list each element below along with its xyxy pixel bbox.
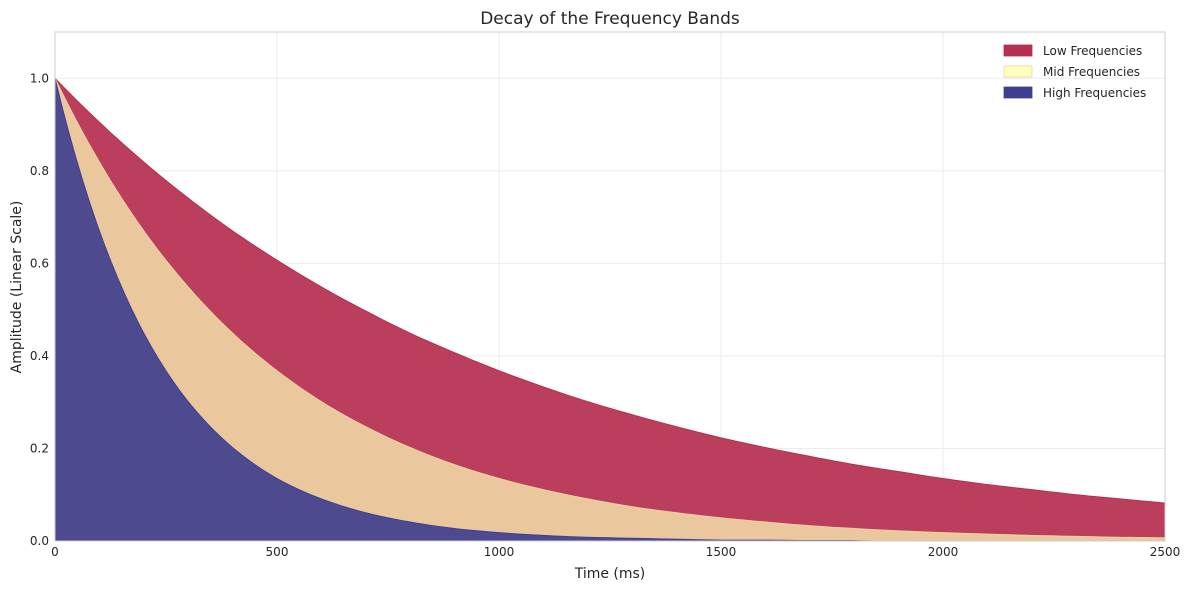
legend: Low Frequencies Mid Frequencies High Frequ… — [1003, 44, 1146, 100]
legend-label: Mid Frequencies — [1043, 65, 1140, 79]
x-tick-label: 0 — [51, 545, 59, 559]
legend-swatch — [1003, 44, 1033, 57]
y-axis-title: Amplitude (Linear Scale) — [9, 201, 25, 374]
legend-label: Low Frequencies — [1043, 44, 1142, 58]
legend-label: High Frequencies — [1043, 86, 1146, 100]
x-axis-title: Time (ms) — [574, 566, 646, 582]
plot-frame — [54, 31, 1166, 542]
y-tick-label: 0.8 — [30, 164, 49, 178]
x-tick-label: 500 — [266, 545, 289, 559]
x-tick-label: 1000 — [484, 545, 515, 559]
legend-swatch — [1003, 86, 1033, 99]
y-tick-labels: 0.0 0.2 0.4 0.6 0.8 1.0 — [30, 71, 49, 548]
x-tick-label: 2000 — [928, 545, 959, 559]
area-mid-frequencies — [54, 78, 1166, 542]
x-tick-labels: 0 500 1000 1500 2000 2500 — [51, 545, 1180, 559]
y-tick-label: 0.4 — [30, 349, 49, 363]
x-tick-label: 2500 — [1150, 545, 1181, 559]
y-tick-label: 0.0 — [30, 534, 49, 548]
x-tick-label: 1500 — [706, 545, 737, 559]
chart-title: Decay of the Frequency Bands — [480, 9, 740, 29]
y-tick-label: 1.0 — [30, 71, 49, 85]
y-tick-label: 0.2 — [30, 441, 49, 455]
y-tick-label: 0.6 — [30, 256, 49, 270]
legend-swatch — [1003, 65, 1033, 78]
